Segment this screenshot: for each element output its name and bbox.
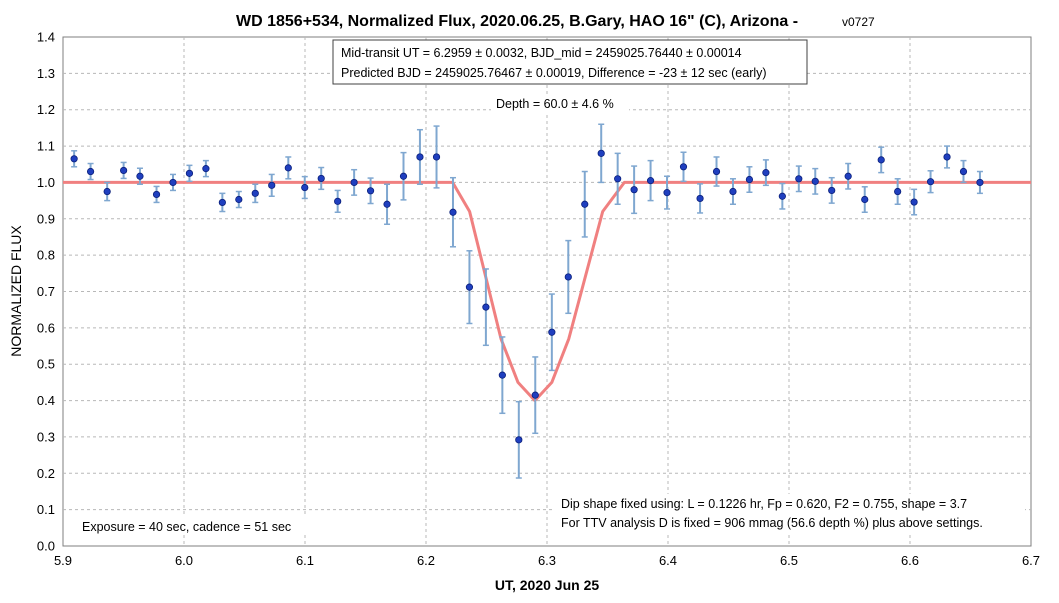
data-point [844,172,852,180]
data-point [432,153,441,161]
data-point [465,283,474,291]
data-point [185,169,194,177]
data-point [284,164,292,172]
data-point [136,172,144,180]
y-tick-label: 0.0 [37,539,55,554]
data-point [235,195,243,204]
data-point [696,194,704,203]
exposure-text: Exposure = 40 sec, cadence = 51 sec [82,520,291,534]
y-tick-label: 0.1 [37,502,55,517]
data-point [482,303,490,311]
data-point [564,273,572,281]
mid-transit-text: Mid-transit UT = 6.2959 ± 0.0032, BJD_mi… [341,46,742,60]
x-tick-label: 6.7 [1022,553,1040,568]
exposure-bg [76,515,308,535]
x-tick-label: 6.4 [659,553,677,568]
data-point [795,175,803,183]
y-tick-label: 1.0 [37,175,55,190]
dip-shape-text: Dip shape fixed using: L = 0.1226 hr, Fp… [561,497,967,511]
x-tick-label: 6.2 [417,553,435,568]
x-axis-label: UT, 2020 Jun 25 [495,577,599,593]
data-point [581,200,589,208]
data-point [943,153,951,161]
data-point [334,197,342,205]
chart-title-version: v0727 [842,15,875,29]
data-point [597,149,605,157]
y-tick-labels: 0.0 0.1 0.2 0.3 0.4 0.5 0.6 0.7 0.8 0.9 1.0 1.1 1.2 1… [37,30,55,554]
data-point [251,189,259,197]
ttv-analysis-text: For TTV analysis D is fixed = 906 mmag (… [561,516,983,530]
y-tick-label: 0.5 [37,357,55,372]
data-point [399,172,408,180]
data-point [811,177,819,185]
data-point [926,178,935,186]
data-point [548,328,556,336]
data-point [70,155,78,163]
data-point [449,208,457,216]
data-point [828,186,836,195]
y-tick-label: 1.2 [37,102,55,117]
data-point [894,187,902,196]
data-point [383,200,391,208]
x-tick-label: 6.0 [175,553,193,568]
x-tick-label: 5.9 [54,553,72,568]
depth-label: Depth = 60.0 ± 4.6 % [496,97,614,111]
data-point [268,181,276,189]
data-point [416,153,424,161]
data-point [745,175,754,184]
data-point [630,186,638,194]
data-point [712,167,721,176]
dip-notes-bg [555,494,1025,534]
data-point [152,190,161,199]
y-tick-label: 0.2 [37,466,55,481]
data-point [910,198,918,206]
x-tick-label: 6.5 [780,553,798,568]
data-point [778,192,786,200]
x-tick-label: 6.1 [296,553,314,568]
data-point [301,183,309,192]
data-point [498,371,506,379]
y-tick-label: 1.3 [37,66,55,81]
data-point [614,175,622,183]
y-tick-label: 0.8 [37,248,55,263]
data-point [646,177,655,185]
data-point [218,198,226,207]
y-tick-label: 0.4 [37,393,55,408]
y-tick-label: 1.1 [37,139,55,154]
data-point [317,174,325,183]
data-point [86,167,95,176]
data-point [762,169,770,177]
y-tick-label: 0.6 [37,320,55,335]
y-tick-label: 0.3 [37,429,55,444]
data-point [120,166,128,175]
y-axis-label: NORMALIZED FLUX [8,225,24,357]
data-point [861,195,869,204]
data-point [350,178,358,187]
data-point [531,391,539,399]
data-point [515,436,523,444]
depth-label-bg [491,94,629,112]
x-tick-labels: 5.9 6.0 6.1 6.2 6.3 6.4 6.5 6.6 6.7 [54,553,1040,568]
chart-title: WD 1856+534, Normalized Flux, 2020.06.25… [236,13,798,30]
y-tick-label: 0.9 [37,211,55,226]
x-tick-label: 6.3 [538,553,556,568]
data-point [103,187,111,196]
data-point [877,156,885,164]
data-point [959,167,968,176]
data-point [729,187,737,196]
y-tick-label: 0.7 [37,284,55,299]
data-point [202,165,210,173]
data-point [976,178,984,187]
data-point [169,178,177,187]
y-tick-label: 1.4 [37,30,55,45]
data-point [366,187,375,195]
predicted-bjd-text: Predicted BJD = 2459025.76467 ± 0.00019,… [341,66,767,80]
data-point [679,163,688,171]
x-tick-label: 6.6 [901,553,919,568]
mid-transit-box [332,39,808,85]
data-points-layer [70,123,984,479]
data-point [663,189,671,197]
